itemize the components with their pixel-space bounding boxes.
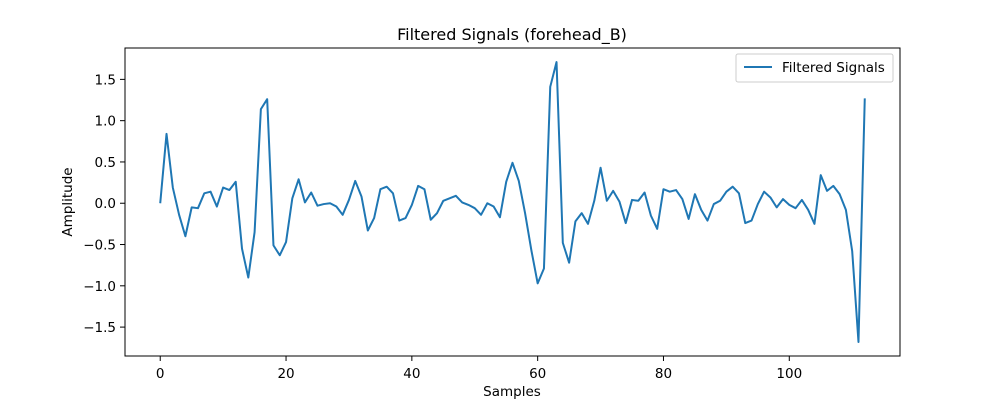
y-tick-label: 0.0	[95, 196, 116, 212]
y-tick-label: 1.0	[95, 114, 116, 130]
legend-label: Filtered Signals	[782, 60, 885, 76]
legend-box	[735, 53, 894, 83]
x-tick-label: 60	[529, 366, 546, 382]
y-tick-label: −0.5	[83, 238, 116, 254]
x-axis-label: Samples	[483, 384, 541, 400]
x-tick-label: 20	[277, 366, 294, 382]
chart-title: Filtered Signals (forehead_B)	[397, 25, 627, 45]
plot-area-frame	[124, 47, 901, 357]
y-axis-label: Amplitude	[60, 167, 76, 236]
y-tick-label: −1.0	[83, 279, 116, 295]
legend: Filtered Signals	[735, 53, 894, 83]
y-tick-label: 1.5	[95, 72, 116, 88]
x-tick-label: 100	[776, 366, 802, 382]
series-line-0	[159, 61, 866, 343]
x-tick-label: 40	[403, 366, 420, 382]
y-tick-label: −1.5	[83, 320, 116, 336]
y-axis: −1.5 −1.0 −0.5 0.0 0.5 1.0 1.5	[83, 72, 125, 336]
x-tick-label: 0	[156, 366, 165, 382]
x-tick-label: 80	[655, 366, 672, 382]
x-axis: 0 20 40 60 80 100	[156, 356, 802, 382]
y-tick-label: 0.5	[95, 155, 116, 171]
plot-layer	[159, 61, 866, 343]
